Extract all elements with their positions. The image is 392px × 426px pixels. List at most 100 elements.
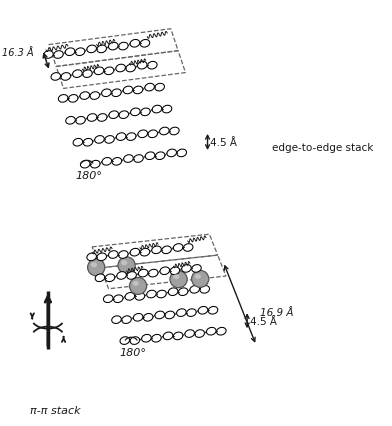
Ellipse shape [121, 261, 127, 266]
Ellipse shape [116, 65, 125, 73]
Ellipse shape [80, 92, 89, 100]
Ellipse shape [160, 128, 169, 135]
Ellipse shape [152, 335, 161, 342]
Ellipse shape [109, 43, 118, 51]
Ellipse shape [138, 62, 147, 70]
Ellipse shape [147, 291, 156, 298]
Ellipse shape [97, 253, 107, 261]
Ellipse shape [216, 328, 226, 335]
Ellipse shape [152, 106, 162, 114]
Text: 4.5 Å: 4.5 Å [250, 316, 277, 326]
Ellipse shape [195, 274, 201, 279]
Ellipse shape [141, 109, 150, 116]
Ellipse shape [138, 270, 148, 277]
Ellipse shape [152, 246, 161, 254]
Ellipse shape [129, 278, 147, 295]
Ellipse shape [160, 268, 170, 275]
Ellipse shape [192, 271, 209, 288]
Ellipse shape [177, 150, 187, 157]
Ellipse shape [58, 95, 68, 103]
Ellipse shape [168, 288, 178, 296]
Ellipse shape [183, 244, 193, 252]
Ellipse shape [124, 155, 133, 163]
Ellipse shape [87, 253, 96, 261]
Ellipse shape [97, 46, 107, 54]
Ellipse shape [138, 131, 147, 138]
Ellipse shape [130, 337, 140, 345]
Ellipse shape [185, 330, 194, 337]
Ellipse shape [140, 249, 150, 256]
Ellipse shape [187, 309, 196, 317]
Ellipse shape [118, 257, 135, 274]
Ellipse shape [163, 332, 173, 340]
Ellipse shape [83, 139, 93, 147]
Ellipse shape [130, 40, 140, 48]
Ellipse shape [87, 46, 96, 54]
Ellipse shape [170, 271, 187, 288]
Ellipse shape [51, 73, 60, 81]
Ellipse shape [143, 314, 153, 321]
Ellipse shape [83, 71, 92, 78]
Ellipse shape [147, 62, 157, 70]
Ellipse shape [75, 49, 85, 56]
Ellipse shape [155, 311, 165, 319]
Ellipse shape [134, 155, 143, 163]
Ellipse shape [112, 90, 121, 97]
Ellipse shape [155, 153, 165, 160]
Ellipse shape [170, 128, 179, 135]
Ellipse shape [133, 314, 143, 321]
Ellipse shape [109, 251, 118, 259]
Ellipse shape [94, 68, 104, 75]
Text: π-π stack: π-π stack [29, 406, 80, 415]
Ellipse shape [102, 90, 111, 97]
Ellipse shape [167, 150, 176, 157]
Ellipse shape [162, 106, 172, 114]
Ellipse shape [114, 295, 123, 303]
Ellipse shape [178, 288, 188, 296]
Ellipse shape [148, 131, 158, 138]
Ellipse shape [192, 265, 201, 273]
Ellipse shape [103, 295, 113, 303]
Ellipse shape [122, 316, 131, 324]
Ellipse shape [112, 158, 122, 166]
Ellipse shape [65, 49, 75, 56]
Text: 16.3 Å: 16.3 Å [2, 47, 33, 58]
Ellipse shape [135, 293, 145, 300]
Ellipse shape [54, 52, 63, 59]
Ellipse shape [66, 117, 75, 125]
Ellipse shape [130, 249, 140, 256]
Text: 180°: 180° [119, 347, 146, 357]
Ellipse shape [109, 112, 118, 119]
Ellipse shape [61, 73, 71, 81]
Ellipse shape [145, 84, 154, 92]
Ellipse shape [126, 133, 136, 141]
Ellipse shape [173, 274, 180, 279]
Ellipse shape [173, 244, 183, 252]
Ellipse shape [181, 265, 191, 273]
Ellipse shape [95, 136, 104, 144]
Ellipse shape [112, 316, 121, 324]
Ellipse shape [131, 109, 140, 116]
Ellipse shape [200, 286, 210, 294]
Ellipse shape [208, 307, 218, 314]
Ellipse shape [90, 92, 100, 100]
Ellipse shape [149, 270, 158, 277]
Ellipse shape [76, 117, 85, 125]
Ellipse shape [157, 291, 166, 298]
Ellipse shape [176, 309, 186, 317]
Ellipse shape [125, 293, 134, 300]
Ellipse shape [173, 332, 183, 340]
Ellipse shape [102, 158, 112, 166]
Ellipse shape [170, 268, 180, 275]
Ellipse shape [142, 335, 151, 342]
Ellipse shape [91, 161, 100, 169]
Text: edge-to-edge stack: edge-to-edge stack [272, 143, 373, 153]
Ellipse shape [127, 272, 136, 279]
Ellipse shape [116, 133, 126, 141]
Ellipse shape [140, 40, 150, 48]
Ellipse shape [155, 84, 165, 92]
Ellipse shape [145, 153, 155, 160]
Ellipse shape [68, 95, 78, 103]
Ellipse shape [105, 274, 115, 282]
Ellipse shape [120, 337, 130, 345]
